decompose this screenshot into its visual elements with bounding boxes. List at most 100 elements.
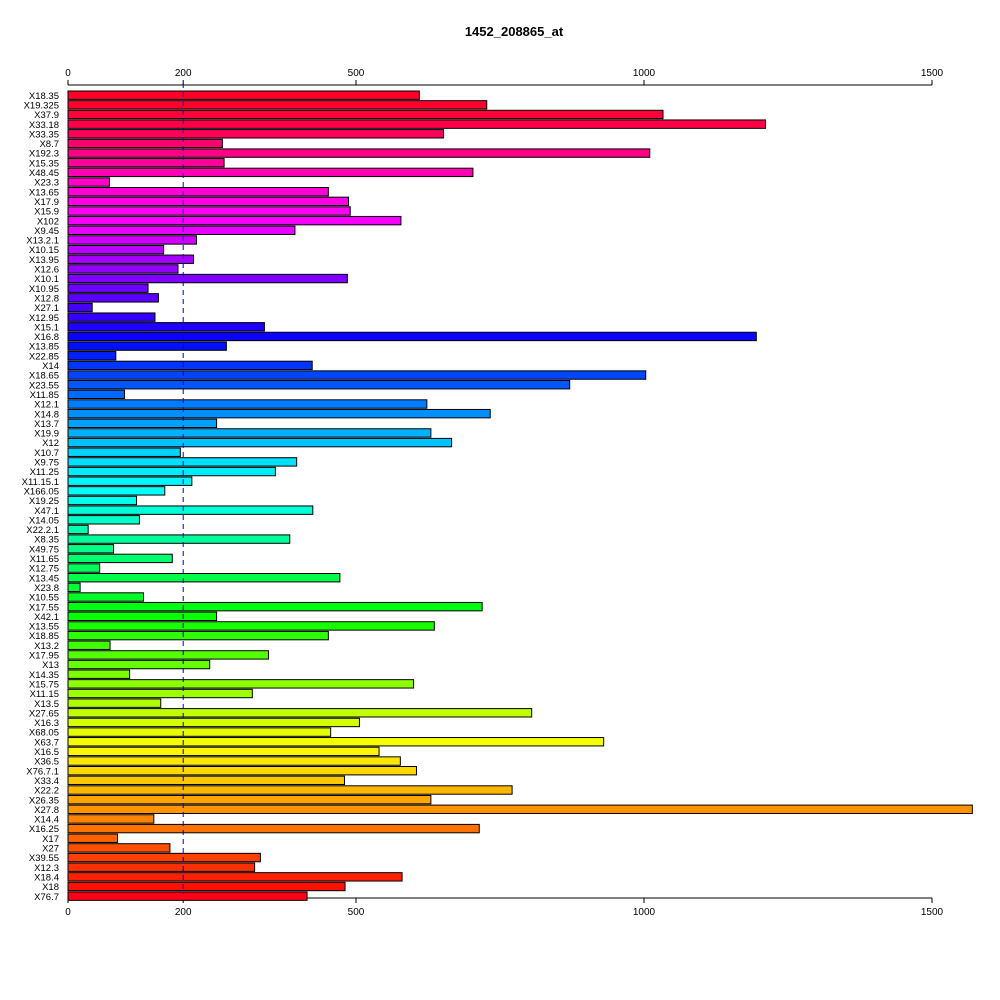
bar-X18.35 <box>67 90 420 100</box>
category-label: X17.95 <box>29 651 59 662</box>
bar-X11.15.1 <box>67 476 193 486</box>
bar-X9.75 <box>67 457 298 467</box>
category-label: X14.35 <box>29 670 59 681</box>
bottom-axis-tick-label: 500 <box>348 907 365 918</box>
bottom-axis-tick-label: 1000 <box>633 907 656 918</box>
bar-X17 <box>67 833 119 843</box>
category-label: X19.325 <box>24 100 59 111</box>
top-axis: 0 200 500 1000 1500 <box>65 68 944 86</box>
category-label: X22.2.1 <box>26 525 59 536</box>
category-label: X12 <box>42 438 59 449</box>
bar-X12.95 <box>67 312 156 322</box>
bar-X17.95 <box>67 650 269 660</box>
bottom-axis-tick-label: 1500 <box>921 907 944 918</box>
category-label: X13.55 <box>29 622 59 633</box>
bar-X10.7 <box>67 447 181 457</box>
category-label: X36.5 <box>34 757 59 768</box>
category-label: X33.4 <box>34 776 59 787</box>
bar-X14.4 <box>67 814 155 824</box>
bar-X17.9 <box>67 196 350 207</box>
bar-X13.7 <box>67 418 218 429</box>
bar-X192.3 <box>67 148 651 158</box>
category-label: X10.7 <box>34 448 59 459</box>
category-label: X12.1 <box>34 400 59 411</box>
category-label: X12.6 <box>34 265 59 276</box>
category-label: X10.15 <box>29 245 59 256</box>
category-label: X12.8 <box>34 293 59 304</box>
category-label: X14 <box>42 361 59 372</box>
category-label: X26.35 <box>29 795 59 806</box>
bar-X22.2 <box>67 785 513 795</box>
bar-X13.45 <box>67 573 341 583</box>
category-label: X18.65 <box>29 371 59 382</box>
category-label: X63.7 <box>34 737 59 748</box>
bar-X47.1 <box>67 505 314 515</box>
category-label: X68.05 <box>29 728 59 739</box>
bar-X15.35 <box>67 158 225 168</box>
bar-X10.15 <box>67 244 165 255</box>
top-axis-tick-label: 500 <box>348 68 365 79</box>
bar-X12.75 <box>67 563 101 573</box>
category-label: X14.05 <box>29 515 59 526</box>
bar-X13.55 <box>67 621 435 631</box>
category-label: X23.3 <box>34 178 59 189</box>
bar-X16.8 <box>67 331 757 342</box>
category-label: X76.7 <box>34 892 59 903</box>
top-axis-tick-label: 200 <box>175 68 192 79</box>
category-label: X13.5 <box>34 699 59 710</box>
category-label: X27.1 <box>34 303 59 314</box>
category-label: X10.95 <box>29 284 59 295</box>
bar-X8.7 <box>67 138 223 149</box>
bar-X19.9 <box>67 428 432 438</box>
bar-X27.1 <box>67 302 93 313</box>
bar-X18.4 <box>67 872 403 882</box>
category-label: X166.05 <box>24 486 59 497</box>
bar-X19.25 <box>67 495 138 506</box>
bar-X15.9 <box>67 206 351 216</box>
bar-X15.75 <box>67 679 415 689</box>
category-label: X16.8 <box>34 332 59 343</box>
bar-X27.8 <box>67 804 973 814</box>
category-label: X15.1 <box>34 322 59 333</box>
category-label: X13.2.1 <box>26 236 59 247</box>
category-label: X17 <box>42 834 59 845</box>
bar-X166.05 <box>67 486 166 496</box>
bar-X37.9 <box>67 109 664 120</box>
category-label: X23.8 <box>34 583 59 594</box>
category-label: X18 <box>42 882 59 893</box>
bar-X27.65 <box>67 708 533 718</box>
category-label: X39.55 <box>29 853 59 864</box>
category-label: X11.25 <box>30 467 59 478</box>
bar-X11.25 <box>67 466 276 477</box>
category-label: X11.15 <box>30 689 59 700</box>
bottom-axis-tick-label: 0 <box>65 907 71 918</box>
category-label: X22.85 <box>29 351 59 362</box>
category-label: X9.75 <box>34 458 59 469</box>
bar-X19.325 <box>67 100 488 110</box>
category-label: X16.25 <box>29 824 59 835</box>
bar-X10.95 <box>67 283 149 293</box>
category-label: X9.45 <box>34 226 59 237</box>
category-label: X10.55 <box>29 593 59 604</box>
bar-X18.85 <box>67 630 329 641</box>
bar-X9.45 <box>67 225 296 236</box>
category-label: X49.75 <box>29 544 59 555</box>
top-axis-tick-label: 1000 <box>633 68 656 79</box>
bar-X48.45 <box>67 167 474 178</box>
bar-X76.7 <box>67 891 308 901</box>
category-label: X17.9 <box>34 197 59 208</box>
bar-X11.85 <box>67 389 125 400</box>
bar-X11.15 <box>67 688 253 699</box>
bar-X33.18 <box>67 119 767 129</box>
category-label: X37.9 <box>34 110 59 121</box>
category-label: X102 <box>37 216 59 227</box>
category-label: X13.2 <box>34 641 59 652</box>
category-label: X27.65 <box>29 708 59 719</box>
category-label: X8.7 <box>39 139 59 150</box>
bar-X16.25 <box>67 823 480 834</box>
top-axis-tick-label: 0 <box>65 68 71 79</box>
category-label: X23.55 <box>29 380 59 391</box>
bar-X26.35 <box>67 794 432 805</box>
category-label: X76.7.1 <box>26 766 59 777</box>
